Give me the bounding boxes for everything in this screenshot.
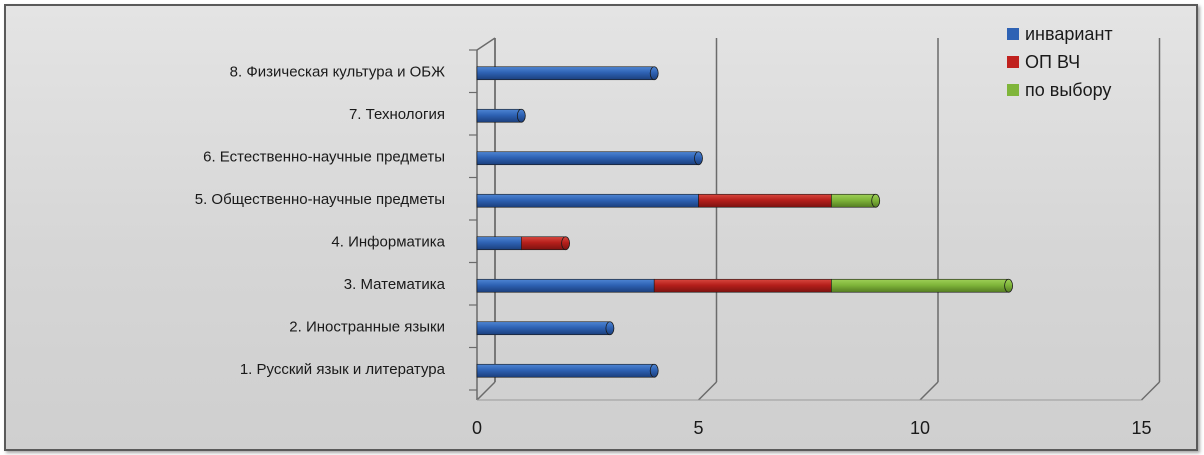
bar-segment [653,278,832,293]
floor-gridline-10 [919,381,939,401]
legend-label: ОП ВЧ [1025,52,1080,72]
bar-end-cap [605,321,615,336]
bar-end-cap [516,108,526,123]
legend-swatch [1007,84,1019,96]
bar-end-cap [649,66,659,81]
x-tick-labels: 0 5 10 15 [472,418,1152,438]
bar-segment [698,193,832,208]
bar-end-cap [561,236,570,251]
bar-segment [476,108,522,123]
bar-segment [476,193,699,208]
bars [476,66,1013,378]
bar-segment [476,363,655,378]
bar-segment [476,236,522,251]
category-label: 4. Информатика [331,233,445,250]
category-label: 2. Иностранные языки [289,318,445,335]
bar-segment [476,321,611,336]
category-label: 5. Общественно-научные предметы [195,191,445,208]
floor-gridline-15 [1140,381,1161,401]
bar-end-cap [694,151,703,166]
bar-segment [831,193,877,208]
x-tick-label: 15 [1131,418,1151,438]
category-label: 8. Физическая культура и ОБЖ [230,63,445,80]
x-tick-label: 10 [910,418,930,438]
bar-segment [476,278,655,293]
bar-segment [476,151,699,166]
category-labels: 1. Русский язык и литература 2. Иностранн… [195,63,446,378]
legend-label: по выбору [1025,80,1111,100]
category-label: 6. Естественно-научные предметы [203,148,445,165]
legend-swatch [1007,56,1019,68]
bar-end-cap [649,363,659,378]
floor-gridline-0 [476,381,496,401]
bar-segment [520,236,566,251]
x-tick-label: 0 [472,418,482,438]
bar-end-cap [1004,278,1013,293]
legend-swatch [1007,28,1019,40]
category-label: 3. Математика [344,276,446,293]
x-tick-label: 5 [693,418,703,438]
category-label: 7. Технология [349,106,445,123]
legend-label: инвариант [1025,24,1113,44]
category-label: 1. Русский язык и литература [240,361,446,378]
y-axis-top-edge [476,37,496,51]
legend: инвариант ОП ВЧ по выбору [1007,24,1113,100]
floor-gridline-5 [697,381,718,401]
axes [469,37,1142,401]
bar-end-cap [871,193,881,208]
bar-segment [476,66,655,81]
bar-segment [831,278,1009,293]
